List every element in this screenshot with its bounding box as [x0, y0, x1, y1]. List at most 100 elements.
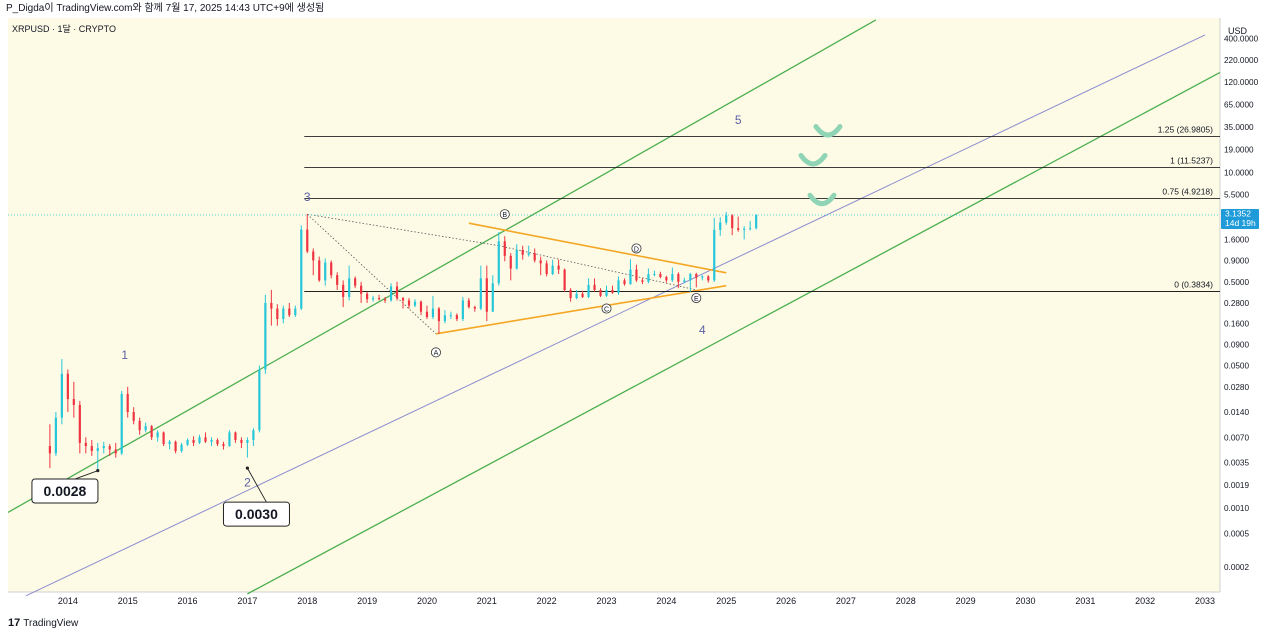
candle[interactable] — [348, 265, 351, 301]
candle[interactable] — [288, 302, 291, 318]
wave-label-4[interactable]: 4 — [699, 323, 706, 337]
channel-mid-line[interactable] — [25, 34, 1206, 597]
candle[interactable] — [342, 280, 345, 308]
candle[interactable] — [671, 267, 674, 282]
candle[interactable] — [132, 407, 135, 425]
candle[interactable] — [533, 248, 536, 263]
candle[interactable] — [455, 313, 458, 322]
candle[interactable] — [497, 232, 500, 286]
candle[interactable] — [198, 434, 201, 445]
candle[interactable] — [144, 422, 147, 433]
candle[interactable] — [383, 296, 387, 303]
candle[interactable] — [60, 359, 63, 425]
candle[interactable] — [294, 305, 297, 318]
dotted-trend-line[interactable] — [498, 245, 697, 291]
candle[interactable] — [162, 431, 165, 447]
candle[interactable] — [90, 439, 93, 456]
candle[interactable] — [443, 310, 447, 324]
candle[interactable] — [282, 305, 285, 324]
candle[interactable] — [755, 214, 758, 230]
candle[interactable] — [491, 275, 494, 312]
candle[interactable] — [126, 386, 129, 418]
candle[interactable] — [473, 305, 476, 312]
candle[interactable] — [449, 311, 453, 320]
candle[interactable] — [366, 291, 369, 303]
candle[interactable] — [222, 441, 225, 450]
candle[interactable] — [539, 256, 542, 276]
triangle-lower-line[interactable] — [435, 284, 727, 335]
channel-lower-line[interactable] — [247, 71, 1221, 595]
candle[interactable] — [84, 437, 87, 454]
candle[interactable] — [216, 438, 219, 447]
candle[interactable] — [575, 289, 578, 300]
candle[interactable] — [246, 437, 249, 458]
candle[interactable] — [569, 288, 572, 302]
candle[interactable] — [156, 430, 159, 442]
candle[interactable] — [102, 441, 105, 454]
candle[interactable] — [701, 275, 704, 281]
wave-label-B[interactable]: B — [499, 209, 510, 220]
candle[interactable] — [186, 438, 189, 447]
price-callout[interactable]: 0.0028 — [31, 469, 100, 504]
dotted-trend-line[interactable] — [307, 213, 499, 247]
price-callout[interactable]: 0.0030 — [222, 466, 290, 527]
candle[interactable] — [324, 258, 327, 286]
candle[interactable] — [683, 277, 686, 284]
wave-label-2[interactable]: 2 — [244, 476, 251, 490]
candle[interactable] — [749, 221, 752, 231]
candle[interactable] — [413, 299, 417, 308]
candle[interactable] — [371, 295, 375, 302]
footer-brand[interactable]: 17 TradingView — [0, 612, 1280, 635]
candle[interactable] — [252, 428, 255, 447]
candle[interactable] — [629, 259, 632, 285]
candle[interactable] — [66, 369, 69, 413]
candle[interactable] — [425, 305, 429, 320]
candle[interactable] — [605, 285, 608, 297]
candle[interactable] — [108, 444, 111, 456]
candle[interactable] — [431, 295, 435, 320]
candle[interactable] — [96, 442, 99, 471]
candle[interactable] — [677, 272, 680, 289]
candle[interactable] — [713, 217, 716, 282]
candle[interactable] — [485, 265, 488, 322]
wave-label-A[interactable]: A — [430, 347, 441, 358]
wave-label-3[interactable]: 3 — [304, 190, 311, 204]
currency-label[interactable]: USD — [1228, 26, 1248, 36]
candle[interactable] — [168, 439, 171, 450]
price-chart[interactable]: 1.25 (26.9805) 1 (11.5237) 0.75 (4.9218) 0 … — [0, 18, 1280, 612]
candle[interactable] — [72, 381, 75, 418]
wave-label-E[interactable]: E — [691, 293, 702, 304]
candle[interactable] — [354, 276, 357, 289]
wave-label-5[interactable]: 5 — [735, 113, 742, 127]
candle[interactable] — [395, 281, 399, 301]
candle[interactable] — [467, 298, 470, 309]
candle[interactable] — [407, 298, 411, 309]
dotted-trend-line[interactable] — [306, 213, 437, 335]
candle[interactable] — [138, 417, 141, 435]
candle[interactable] — [204, 432, 207, 443]
candle[interactable] — [312, 248, 315, 276]
candle[interactable] — [689, 272, 692, 292]
candle[interactable] — [234, 431, 237, 443]
candle[interactable] — [509, 253, 512, 281]
candle[interactable] — [48, 424, 51, 469]
candle[interactable] — [240, 437, 243, 449]
candle[interactable] — [665, 275, 668, 283]
candle[interactable] — [623, 278, 626, 286]
candle[interactable] — [743, 226, 746, 240]
candle[interactable] — [635, 264, 638, 282]
candle[interactable] — [336, 272, 339, 290]
candle[interactable] — [306, 214, 309, 254]
candle[interactable] — [593, 278, 596, 292]
candle[interactable] — [731, 214, 734, 236]
candle[interactable] — [617, 276, 620, 295]
candle[interactable] — [228, 430, 231, 447]
candle[interactable] — [419, 300, 423, 316]
candle[interactable] — [401, 296, 405, 309]
wave-label-C[interactable]: C — [601, 303, 612, 314]
candle[interactable] — [54, 412, 57, 456]
candle[interactable] — [515, 244, 518, 270]
candle[interactable] — [258, 365, 261, 433]
candle[interactable] — [330, 260, 333, 279]
candle[interactable] — [78, 400, 81, 454]
